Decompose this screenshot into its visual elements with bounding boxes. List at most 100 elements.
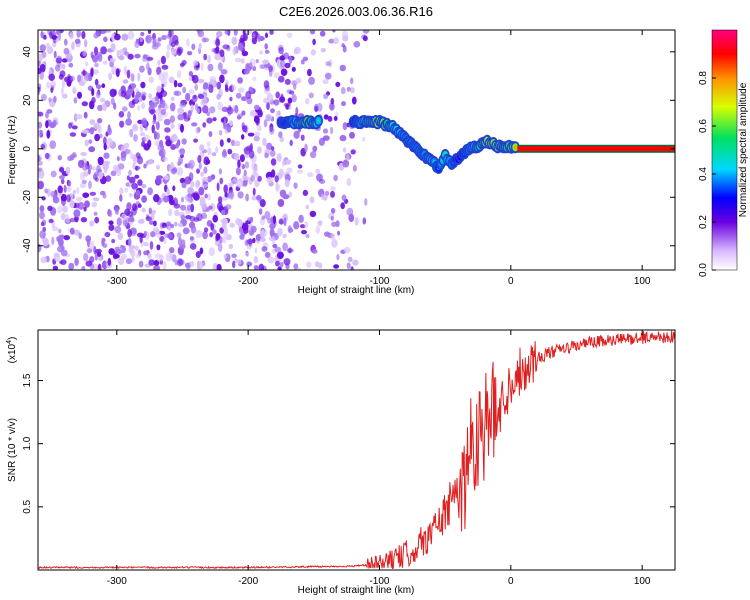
noise-speckle	[174, 39, 179, 46]
noise-speckle	[158, 72, 165, 81]
y-tick-label: 20	[22, 94, 33, 106]
noise-speckle	[271, 146, 275, 151]
noise-speckle	[227, 182, 232, 188]
noise-speckle	[49, 140, 57, 150]
noise-speckle	[197, 94, 204, 99]
noise-speckle	[279, 190, 286, 195]
noise-speckle	[289, 90, 295, 95]
noise-speckle	[204, 193, 208, 199]
noise-speckle	[48, 218, 54, 224]
noise-speckle	[66, 186, 72, 192]
noise-speckle	[266, 102, 270, 110]
noise-speckle	[330, 190, 335, 198]
noise-speckle	[306, 261, 312, 269]
noise-speckle	[266, 93, 274, 103]
noise-speckle	[346, 262, 351, 270]
noise-speckle	[76, 30, 81, 38]
noise-speckle	[89, 220, 95, 227]
x-tick-label: -100	[369, 576, 389, 587]
noise-speckle	[177, 236, 183, 246]
x-tick-label: 100	[634, 276, 651, 287]
noise-speckle	[127, 228, 132, 238]
noise-speckle	[89, 127, 95, 135]
noise-speckle	[287, 97, 293, 104]
noise-speckle	[239, 38, 246, 43]
noise-speckle	[98, 171, 104, 180]
noise-speckle	[38, 111, 44, 117]
noise-speckle	[323, 114, 329, 120]
noise-speckle	[148, 93, 153, 100]
noise-speckle	[304, 221, 309, 229]
noise-speckle	[69, 217, 76, 223]
noise-speckle	[202, 231, 209, 240]
noise-speckle	[268, 126, 275, 135]
noise-speckle	[318, 137, 325, 146]
noise-speckle	[143, 163, 147, 169]
noise-speckle	[192, 191, 200, 200]
noise-speckle	[220, 118, 225, 123]
noise-speckle	[341, 194, 347, 202]
noise-speckle	[241, 110, 246, 116]
noise-speckle	[277, 75, 285, 83]
noise-speckle	[286, 248, 294, 253]
noise-speckle	[199, 144, 205, 152]
trace-point-core	[513, 145, 517, 150]
noise-speckle	[125, 118, 132, 126]
noise-speckle	[241, 222, 249, 231]
noise-speckle	[350, 266, 354, 270]
noise-speckle	[118, 48, 126, 56]
noise-speckle	[136, 105, 141, 111]
noise-speckle	[195, 229, 203, 238]
noise-speckle	[243, 146, 251, 155]
noise-speckle	[109, 58, 115, 63]
noise-speckle	[280, 68, 288, 76]
noise-speckle	[140, 81, 146, 89]
noise-speckle	[139, 37, 143, 43]
noise-speckle	[40, 256, 48, 264]
noise-speckle	[220, 209, 226, 215]
noise-speckle	[153, 220, 157, 227]
noise-speckle	[257, 175, 262, 182]
noise-speckle	[297, 113, 305, 118]
noise-speckle	[92, 197, 100, 202]
noise-speckle	[187, 187, 194, 195]
noise-speckle	[48, 97, 52, 102]
noise-speckle	[340, 86, 346, 95]
noise-speckle	[350, 77, 354, 85]
noise-speckle	[309, 151, 317, 159]
noise-speckle	[315, 168, 321, 174]
noise-speckle	[229, 120, 234, 126]
noise-speckle	[145, 62, 150, 70]
noise-speckle	[280, 93, 284, 102]
noise-speckle	[207, 193, 211, 201]
noise-speckle	[202, 105, 209, 114]
noise-speckle	[203, 156, 210, 166]
noise-speckle	[119, 194, 123, 202]
noise-speckle	[118, 55, 125, 61]
noise-speckle	[197, 261, 204, 270]
noise-speckle	[68, 62, 74, 68]
noise-speckle	[163, 195, 170, 203]
noise-speckle	[156, 232, 162, 239]
noise-speckle	[241, 134, 245, 140]
noise-speckle	[250, 216, 254, 223]
noise-speckle	[175, 142, 179, 149]
noise-speckle	[149, 101, 155, 107]
noise-speckle	[141, 184, 147, 189]
noise-speckle	[40, 31, 44, 39]
noise-speckle	[309, 30, 316, 35]
noise-speckle	[322, 79, 329, 85]
noise-speckle	[145, 216, 152, 222]
noise-speckle	[75, 196, 83, 202]
noise-speckle	[302, 189, 309, 196]
noise-speckle	[245, 193, 250, 202]
noise-speckle	[198, 162, 202, 170]
noise-speckle	[335, 220, 340, 228]
noise-speckle	[252, 237, 256, 244]
noise-speckle	[346, 86, 351, 92]
colorbar-tick-label: 0.4	[698, 167, 709, 181]
noise-speckle	[135, 165, 139, 172]
noise-speckle	[164, 175, 169, 181]
colorbar-ticks: 0.0 0.2 0.4 0.6 0.8	[698, 71, 716, 277]
x-tick-label: -200	[238, 576, 258, 587]
